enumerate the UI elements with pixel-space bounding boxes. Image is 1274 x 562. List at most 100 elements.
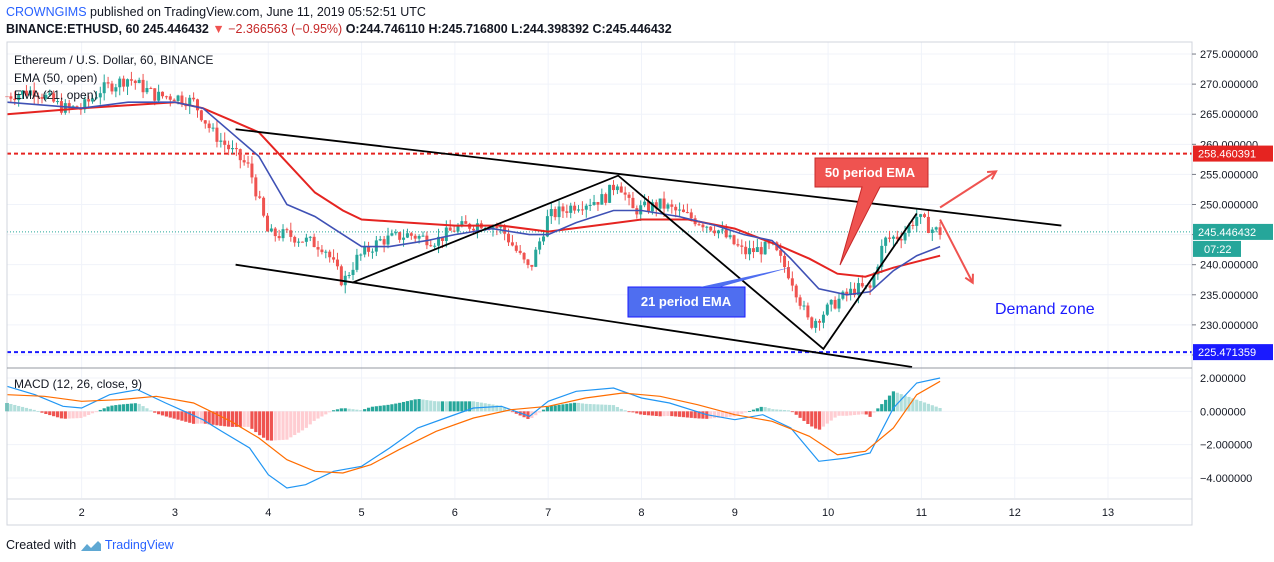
candle-body <box>934 227 938 230</box>
macd-histogram-bar <box>915 399 919 412</box>
macd-line <box>6 377 941 489</box>
candle-body <box>596 202 600 205</box>
macd-histogram-bar <box>895 392 899 412</box>
candle-body <box>312 236 316 248</box>
candle-body <box>242 160 246 163</box>
candle-body <box>106 82 110 84</box>
candle-body <box>557 206 561 218</box>
ohlc-high: H:245.716800 <box>428 22 508 36</box>
ema50-line <box>6 101 941 278</box>
candle-body <box>405 233 409 238</box>
macd-histogram-bar <box>864 411 868 415</box>
candles <box>5 71 942 333</box>
candle-body <box>545 216 549 237</box>
tradingview-link[interactable]: TradingView <box>104 538 174 552</box>
macd-histogram-bar <box>273 411 277 441</box>
price-tick-label: 275.000000 <box>1200 49 1258 61</box>
macd-histogram-bar <box>903 395 907 412</box>
macd-histogram-bar <box>370 406 375 412</box>
macd-histogram-bar <box>405 401 410 412</box>
legend-ema21[interactable]: EMA (21, open) <box>14 88 97 102</box>
macd-histogram-bar <box>230 411 235 427</box>
candle-body <box>328 251 332 258</box>
candle-body <box>860 283 864 287</box>
macd-histogram-bar <box>806 411 810 424</box>
macd-histogram-bar <box>604 404 608 412</box>
ohlc-open: O:244.746110 <box>345 22 425 36</box>
macd-histogram-bar <box>421 399 425 412</box>
candle-body <box>810 317 814 328</box>
resistance-price-tag <box>1193 145 1273 162</box>
legend-ema50[interactable]: EMA (50, open) <box>14 71 97 85</box>
candle-body <box>849 288 853 295</box>
candle-body <box>736 244 740 246</box>
macd-histogram-bar <box>304 411 308 428</box>
macd-histogram-bar <box>261 411 266 438</box>
macd-histogram-bar <box>615 406 619 412</box>
macd-histogram-bar <box>872 411 876 413</box>
candle-body <box>32 90 36 97</box>
candle-body <box>265 215 269 232</box>
ema50-callout-shape[interactable] <box>814 157 929 266</box>
candle-body <box>926 216 930 233</box>
candle-body <box>853 288 857 296</box>
candle-body <box>36 96 40 98</box>
candle-body <box>429 245 433 247</box>
time-tick-label: 2 <box>79 507 85 519</box>
macd-histogram-bar <box>884 399 888 412</box>
candle-body <box>91 98 95 102</box>
last-price-tag <box>1193 223 1273 240</box>
macd-histogram-bar <box>199 411 203 424</box>
candle-body <box>658 198 662 209</box>
macd-histogram-bar <box>919 401 923 412</box>
candle-body <box>452 230 456 232</box>
publisher-name[interactable]: CROWNGIMS <box>6 5 87 19</box>
candle-body <box>254 177 258 197</box>
macd-histogram-bar <box>141 406 145 412</box>
macd-histogram-bar <box>390 404 394 412</box>
candle-body <box>724 229 728 238</box>
macd-histogram-bar <box>157 411 161 415</box>
candle-body <box>592 202 596 205</box>
candle-body <box>133 80 137 84</box>
macd-histogram-bar <box>880 404 884 412</box>
candle-body <box>600 194 604 205</box>
time-tick-label: 10 <box>822 507 834 519</box>
candle-body <box>258 196 262 198</box>
macd-histogram-bar <box>845 411 849 416</box>
candle-body <box>199 110 203 121</box>
candle-body <box>872 274 876 288</box>
macd-histogram-bar <box>650 411 654 416</box>
macd-histogram-bar <box>293 411 297 436</box>
candle-body <box>398 232 402 240</box>
candle-body <box>775 242 779 251</box>
candle-body <box>238 149 242 161</box>
candle-body <box>188 97 192 107</box>
macd-histogram-bar <box>759 406 763 412</box>
candle-body <box>923 214 927 217</box>
macd-tick-label: −4.000000 <box>1200 473 1252 485</box>
candle-body <box>825 304 829 315</box>
candle-body <box>102 82 106 94</box>
macd-histogram-bar <box>203 411 207 424</box>
macd-histogram-bar <box>693 411 697 419</box>
candle-body <box>728 235 732 238</box>
macd-histogram-bar <box>180 411 184 421</box>
candle-body <box>332 257 336 260</box>
macd-histogram-bar <box>538 411 542 413</box>
macd-histogram-bar <box>639 411 643 415</box>
macd-histogram-bar <box>938 408 942 412</box>
macd-histogram-bar <box>460 401 464 412</box>
macd-histogram-bar <box>347 408 351 412</box>
macd-histogram-bar <box>856 411 861 415</box>
candle-body <box>553 209 557 218</box>
macd-histogram-bar <box>219 411 223 426</box>
legend-macd[interactable]: MACD (12, 26, close, 9) <box>14 377 142 391</box>
macd-histogram-bar <box>52 411 56 417</box>
macd-histogram-bar <box>188 411 192 423</box>
candle-body <box>577 209 581 211</box>
candle-body <box>611 184 615 191</box>
macd-histogram-bar <box>829 411 833 421</box>
candle-body <box>915 216 919 226</box>
